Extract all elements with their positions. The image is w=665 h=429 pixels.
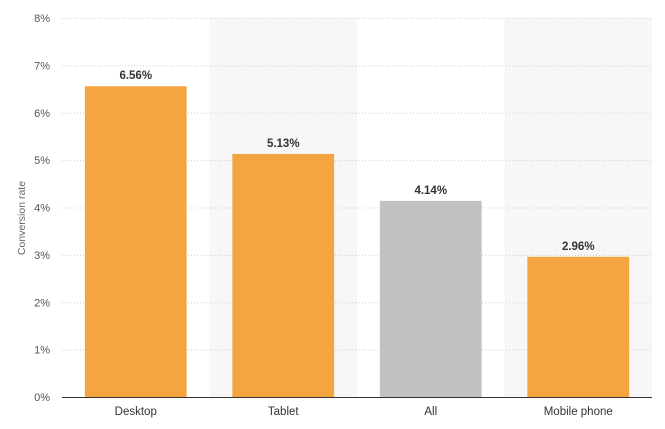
y-tick-label: 2% (34, 297, 50, 309)
data-label: 2.96% (562, 241, 595, 253)
bar[interactable] (84, 86, 187, 397)
y-tick-label: 7% (34, 60, 50, 72)
x-axis-ticks: Desktop Tablet All Mobile phone (115, 406, 613, 418)
x-tick-label: All (424, 406, 437, 418)
gridlines (62, 18, 652, 351)
bar[interactable] (527, 256, 630, 397)
y-tick-label: 8% (34, 13, 50, 25)
y-tick-label: 3% (34, 250, 50, 262)
x-tick-label: Desktop (115, 406, 157, 418)
bar[interactable] (232, 153, 335, 397)
bars: 6.56% 5.13% 4.14% 2.96% (84, 70, 630, 397)
x-tick-label: Mobile phone (544, 406, 613, 418)
y-tick-label: 0% (34, 392, 50, 404)
y-tick-label: 1% (34, 345, 50, 357)
y-axis-ticks: 0% 1% 2% 3% 4% 5% 6% 7% 8% (34, 13, 50, 404)
y-tick-label: 6% (34, 108, 50, 120)
data-label: 4.14% (414, 185, 447, 197)
bar[interactable] (379, 200, 482, 397)
x-tick-label: Tablet (268, 406, 299, 418)
y-tick-label: 5% (34, 155, 50, 167)
data-label: 6.56% (119, 70, 152, 82)
y-axis-title: Conversion rate (16, 181, 28, 255)
y-tick-label: 4% (34, 203, 50, 215)
data-label: 5.13% (267, 138, 300, 150)
